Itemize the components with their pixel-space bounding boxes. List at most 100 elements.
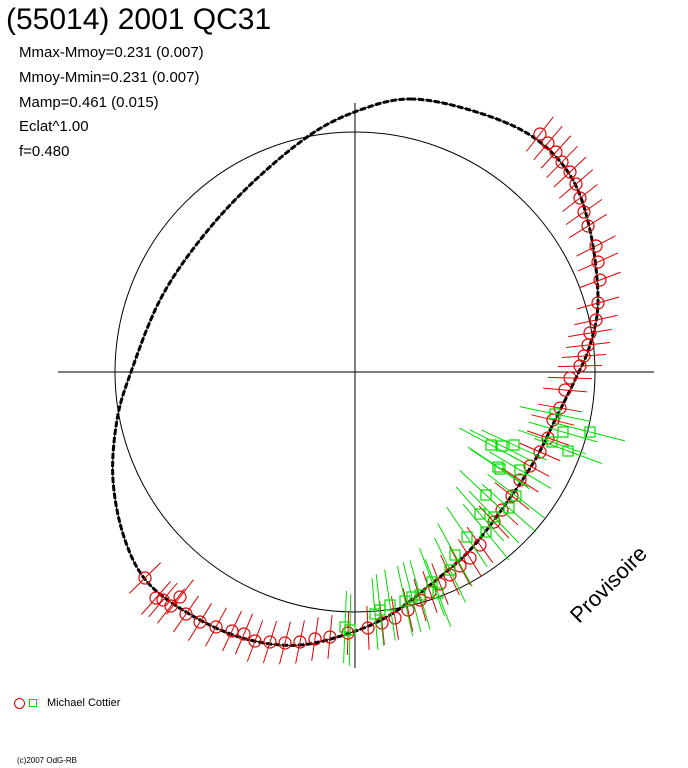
stat-frequency: f=0.480 (19, 143, 70, 160)
error-bar (557, 364, 603, 368)
error-bar (449, 546, 471, 586)
error-bar (172, 595, 200, 633)
data-point-circle (589, 313, 603, 327)
data-point-square (480, 526, 492, 538)
data-point-circle (591, 296, 605, 310)
data-point-circle (589, 239, 603, 253)
data-point-square (488, 511, 500, 523)
data-point-circle (541, 136, 555, 150)
data-point-circle (278, 636, 292, 650)
data-point-circle (308, 632, 322, 646)
data-point-circle (179, 607, 193, 621)
data-point-square (474, 508, 486, 520)
page-title: (55014) 2001 QC31 (6, 3, 272, 36)
data-point-square (406, 591, 418, 603)
data-point-square (414, 589, 426, 601)
data-point-circle (593, 273, 607, 287)
green-square-marker-icon (29, 699, 37, 707)
stat-eclat: Eclat^1.00 (19, 118, 89, 135)
error-bar (279, 621, 291, 665)
data-point-circle (473, 538, 487, 552)
error-bar (574, 314, 618, 326)
data-point-circle (563, 371, 577, 385)
error-bar (371, 578, 379, 650)
data-point-circle (388, 611, 402, 625)
data-point-circle (513, 473, 527, 487)
error-bar (527, 430, 569, 446)
error-bar (262, 620, 278, 664)
error-bar (187, 603, 213, 641)
data-point-square (514, 464, 526, 476)
error-bar (422, 571, 438, 613)
data-point-square (562, 445, 574, 457)
data-point-square (549, 408, 561, 420)
data-point-square (339, 621, 351, 633)
error-bar (576, 296, 620, 310)
data-point-square (546, 436, 558, 448)
error-bar (157, 588, 185, 624)
error-bar (519, 442, 561, 462)
data-point-circle (237, 627, 251, 641)
error-bar (543, 387, 587, 393)
data-point-square (369, 608, 381, 620)
error-bar (396, 565, 414, 637)
error-bar (540, 135, 572, 169)
error-bar (366, 606, 370, 650)
error-bar (481, 483, 537, 533)
error-bar (128, 562, 162, 594)
data-point-square (503, 502, 515, 514)
error-bar (487, 473, 545, 519)
error-bar (141, 581, 171, 615)
data-point-square (492, 461, 504, 473)
error-bar (246, 620, 264, 662)
error-bar (379, 601, 385, 645)
data-point-square (508, 439, 520, 451)
data-point-square (461, 531, 473, 543)
error-bar (538, 403, 582, 413)
data-point-circle (323, 630, 337, 644)
data-point-circle (577, 205, 591, 219)
data-point-square (584, 426, 596, 438)
error-bar (565, 198, 603, 226)
error-bar (481, 429, 547, 461)
data-point-square (557, 426, 569, 438)
data-point-circle (209, 620, 223, 634)
data-point-circle (573, 191, 587, 205)
error-bar (384, 569, 396, 641)
stat-mmax-mmoy: Mmax-Mmoy=0.231 (0.007) (19, 44, 204, 61)
error-bar (346, 610, 350, 656)
error-bar (234, 613, 254, 655)
error-bar (311, 617, 319, 661)
error-bar (431, 563, 449, 605)
error-bar (488, 451, 552, 489)
data-point-circle (149, 591, 163, 605)
data-point-circle (505, 489, 519, 503)
data-point-square (444, 564, 456, 576)
error-bar (205, 607, 227, 647)
stat-mamp: Mamp=0.461 (0.015) (19, 94, 159, 111)
error-bar (566, 341, 610, 349)
error-bar (390, 596, 400, 640)
error-bar (467, 446, 529, 488)
error-bar (437, 523, 473, 587)
data-point-circle (581, 219, 595, 233)
data-point-circle (293, 635, 307, 649)
error-bar (568, 328, 612, 338)
error-bar (547, 376, 593, 380)
error-bar (459, 427, 523, 463)
error-bar (526, 116, 554, 152)
error-bar (554, 422, 626, 442)
data-point-square (399, 595, 411, 607)
data-point-circle (533, 127, 547, 141)
error-bar (222, 610, 242, 652)
data-point-circle (248, 634, 262, 648)
data-point-circle (495, 503, 509, 517)
data-point-circle (263, 635, 277, 649)
data-point-circle (463, 551, 477, 565)
legend: Michael Cottier (14, 697, 120, 709)
error-bar (494, 481, 530, 511)
error-bar (519, 406, 591, 422)
error-bar (295, 620, 305, 664)
data-point-circle (173, 590, 187, 604)
